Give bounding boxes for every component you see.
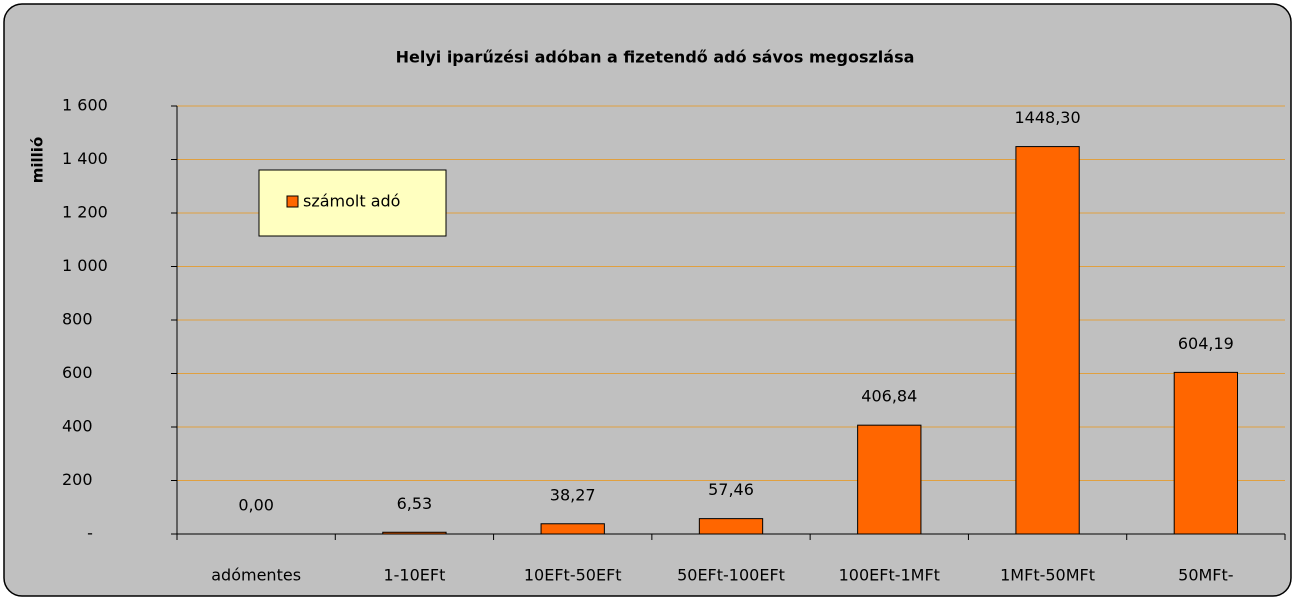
x-tick-label: 50MFt-	[1178, 566, 1233, 585]
chart-title: Helyi iparűzési adóban a fizetendő adó s…	[396, 48, 915, 67]
y-tick-label: 1 200	[62, 203, 108, 222]
x-tick-label: 100EFt-1MFt	[839, 566, 940, 585]
y-tick-label: -	[87, 524, 93, 543]
value-label: 1448,30	[1014, 108, 1080, 127]
value-label: 0,00	[238, 496, 274, 515]
y-axis-label: millió	[29, 137, 47, 184]
value-label: 604,19	[1178, 334, 1234, 353]
x-tick-label: 1MFt-50MFt	[1000, 566, 1095, 585]
y-tick-label: 600	[62, 363, 93, 382]
y-tick-label: 400	[62, 417, 93, 436]
legend-swatch	[286, 195, 299, 208]
value-label: 57,46	[708, 480, 754, 499]
bar	[382, 531, 447, 535]
y-tick-label: 1 000	[62, 256, 108, 275]
value-label: 38,27	[550, 485, 596, 504]
x-tick-label: adómentes	[211, 566, 301, 585]
legend-label: számolt adó	[303, 192, 400, 211]
x-tick-label: 50EFt-100EFt	[677, 566, 785, 585]
y-tick-label: 200	[62, 470, 93, 489]
x-tick-label: 1-10EFt	[383, 566, 445, 585]
y-tick-label: 1 400	[62, 149, 108, 168]
x-tick-label: 10EFt-50EFt	[524, 566, 622, 585]
bar	[540, 523, 605, 535]
value-label: 6,53	[397, 494, 433, 513]
bar	[857, 424, 922, 535]
value-label: 406,84	[861, 387, 917, 406]
y-tick-label: 1 600	[62, 96, 108, 115]
bar	[1173, 371, 1239, 535]
y-tick-label: 800	[62, 310, 93, 329]
bar	[698, 518, 764, 535]
bar	[1015, 146, 1080, 535]
chart-background	[3, 3, 1292, 597]
